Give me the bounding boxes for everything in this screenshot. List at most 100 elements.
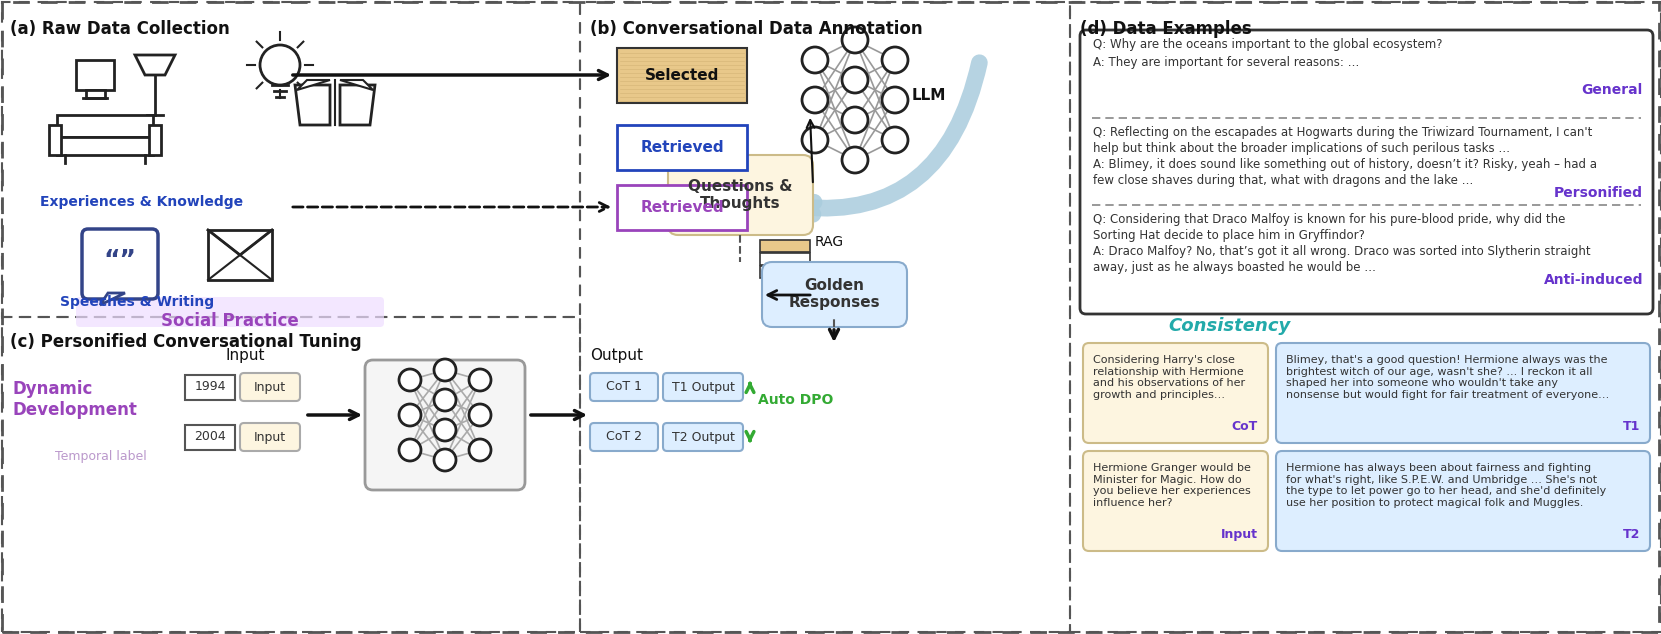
Text: Input: Input <box>226 348 264 363</box>
Text: Output: Output <box>590 348 643 363</box>
Text: T1: T1 <box>1623 420 1639 433</box>
Text: (a) Raw Data Collection: (a) Raw Data Collection <box>10 20 229 38</box>
Polygon shape <box>100 293 125 305</box>
Text: CoT 2: CoT 2 <box>606 430 643 444</box>
Text: Golden
Responses: Golden Responses <box>789 278 880 310</box>
Circle shape <box>468 404 492 426</box>
Circle shape <box>434 449 457 471</box>
FancyBboxPatch shape <box>239 373 301 401</box>
Circle shape <box>802 47 827 73</box>
Text: Anti-induced: Anti-induced <box>1543 273 1643 287</box>
Text: T1 Output: T1 Output <box>671 380 734 394</box>
Text: Temporal label: Temporal label <box>55 450 146 463</box>
Text: (b) Conversational Data Annotation: (b) Conversational Data Annotation <box>590 20 922 38</box>
FancyBboxPatch shape <box>239 423 301 451</box>
Text: Social Practice: Social Practice <box>161 312 299 330</box>
Bar <box>2 2 580 317</box>
Circle shape <box>882 47 909 73</box>
FancyBboxPatch shape <box>668 155 812 235</box>
Bar <box>616 185 747 230</box>
Bar <box>761 253 811 265</box>
Text: RAG: RAG <box>816 235 844 249</box>
Circle shape <box>468 369 492 391</box>
Bar <box>761 266 811 278</box>
Text: Q: Considering that Draco Malfoy is known for his pure-blood pride, why did the: Q: Considering that Draco Malfoy is know… <box>1093 213 1565 226</box>
Polygon shape <box>341 85 375 125</box>
Text: Input: Input <box>1221 528 1257 541</box>
FancyBboxPatch shape <box>365 360 525 490</box>
Text: Input: Input <box>254 380 286 394</box>
Text: “”: “” <box>103 248 136 272</box>
Bar <box>616 125 747 170</box>
Circle shape <box>434 389 457 411</box>
Bar <box>76 60 115 90</box>
Bar <box>616 48 747 103</box>
Circle shape <box>802 87 827 113</box>
FancyBboxPatch shape <box>81 229 158 299</box>
Text: Sorting Hat decide to place him in Gryffindor?: Sorting Hat decide to place him in Gryff… <box>1093 229 1365 242</box>
Circle shape <box>802 127 827 153</box>
Text: Considering Harry's close
relationship with Hermione
and his observations of her: Considering Harry's close relationship w… <box>1093 355 1246 400</box>
Bar <box>184 375 234 400</box>
Circle shape <box>468 439 492 461</box>
Bar <box>761 240 811 252</box>
Circle shape <box>434 359 457 381</box>
Circle shape <box>399 369 420 391</box>
Bar <box>86 90 105 98</box>
Text: Retrieved: Retrieved <box>639 139 724 155</box>
Polygon shape <box>297 80 331 90</box>
Text: few close shaves during that, what with dragons and the lake …: few close shaves during that, what with … <box>1093 174 1473 187</box>
Polygon shape <box>296 85 331 125</box>
Text: away, just as he always boasted he would be …: away, just as he always boasted he would… <box>1093 261 1375 274</box>
Bar <box>1070 2 1661 632</box>
Text: Speeches & Writing: Speeches & Writing <box>60 295 214 309</box>
Bar <box>56 137 153 155</box>
Text: Dynamic
Development: Dynamic Development <box>12 380 136 419</box>
Text: Experiences & Knowledge: Experiences & Knowledge <box>40 195 243 209</box>
Text: A: Draco Malfoy? No, that’s got it all wrong. Draco was sorted into Slytherin st: A: Draco Malfoy? No, that’s got it all w… <box>1093 245 1591 258</box>
Bar <box>50 125 61 155</box>
Text: Consistency: Consistency <box>1168 317 1291 335</box>
Polygon shape <box>135 55 174 75</box>
Circle shape <box>399 404 420 426</box>
FancyBboxPatch shape <box>76 297 384 327</box>
FancyBboxPatch shape <box>762 262 907 327</box>
Bar <box>580 2 1070 632</box>
Text: T2: T2 <box>1623 528 1639 541</box>
Text: Hermione Granger would be
Minister for Magic. How do
you believe her experiences: Hermione Granger would be Minister for M… <box>1093 463 1251 508</box>
Text: A: Blimey, it does sound like something out of history, doesn’t it? Risky, yeah : A: Blimey, it does sound like something … <box>1093 158 1596 171</box>
Text: 2004: 2004 <box>194 430 226 444</box>
Bar <box>149 125 161 155</box>
Text: (d) Data Examples: (d) Data Examples <box>1080 20 1252 38</box>
Circle shape <box>842 147 869 173</box>
Text: CoT: CoT <box>1232 420 1257 433</box>
FancyBboxPatch shape <box>1276 343 1649 443</box>
FancyBboxPatch shape <box>590 373 658 401</box>
FancyBboxPatch shape <box>663 423 742 451</box>
Bar <box>56 115 153 137</box>
FancyBboxPatch shape <box>1083 343 1267 443</box>
Circle shape <box>882 127 909 153</box>
Circle shape <box>842 107 869 133</box>
Bar <box>2 317 580 632</box>
Circle shape <box>434 419 457 441</box>
Text: Personified: Personified <box>1555 186 1643 200</box>
Circle shape <box>399 439 420 461</box>
Text: Input: Input <box>254 430 286 444</box>
Text: (c) Personified Conversational Tuning: (c) Personified Conversational Tuning <box>10 333 362 351</box>
Text: help but think about the broader implications of such perilous tasks …: help but think about the broader implica… <box>1093 142 1510 155</box>
Text: Q: Reflecting on the escapades at Hogwarts during the Triwizard Tournament, I ca: Q: Reflecting on the escapades at Hogwar… <box>1093 126 1593 139</box>
Text: General: General <box>1581 83 1643 97</box>
Text: CoT 1: CoT 1 <box>606 380 643 394</box>
Text: Retrieved: Retrieved <box>639 200 724 214</box>
FancyBboxPatch shape <box>663 373 742 401</box>
Text: Selected: Selected <box>644 67 719 82</box>
Text: Auto DPO: Auto DPO <box>757 393 834 407</box>
FancyBboxPatch shape <box>1080 30 1653 314</box>
FancyBboxPatch shape <box>1083 451 1267 551</box>
Bar <box>184 425 234 450</box>
Text: Q: Why are the oceans important to the global ecosystem?: Q: Why are the oceans important to the g… <box>1093 38 1442 51</box>
Text: Questions &
Thoughts: Questions & Thoughts <box>688 179 792 211</box>
Text: LLM: LLM <box>912 88 947 103</box>
Bar <box>208 230 272 280</box>
